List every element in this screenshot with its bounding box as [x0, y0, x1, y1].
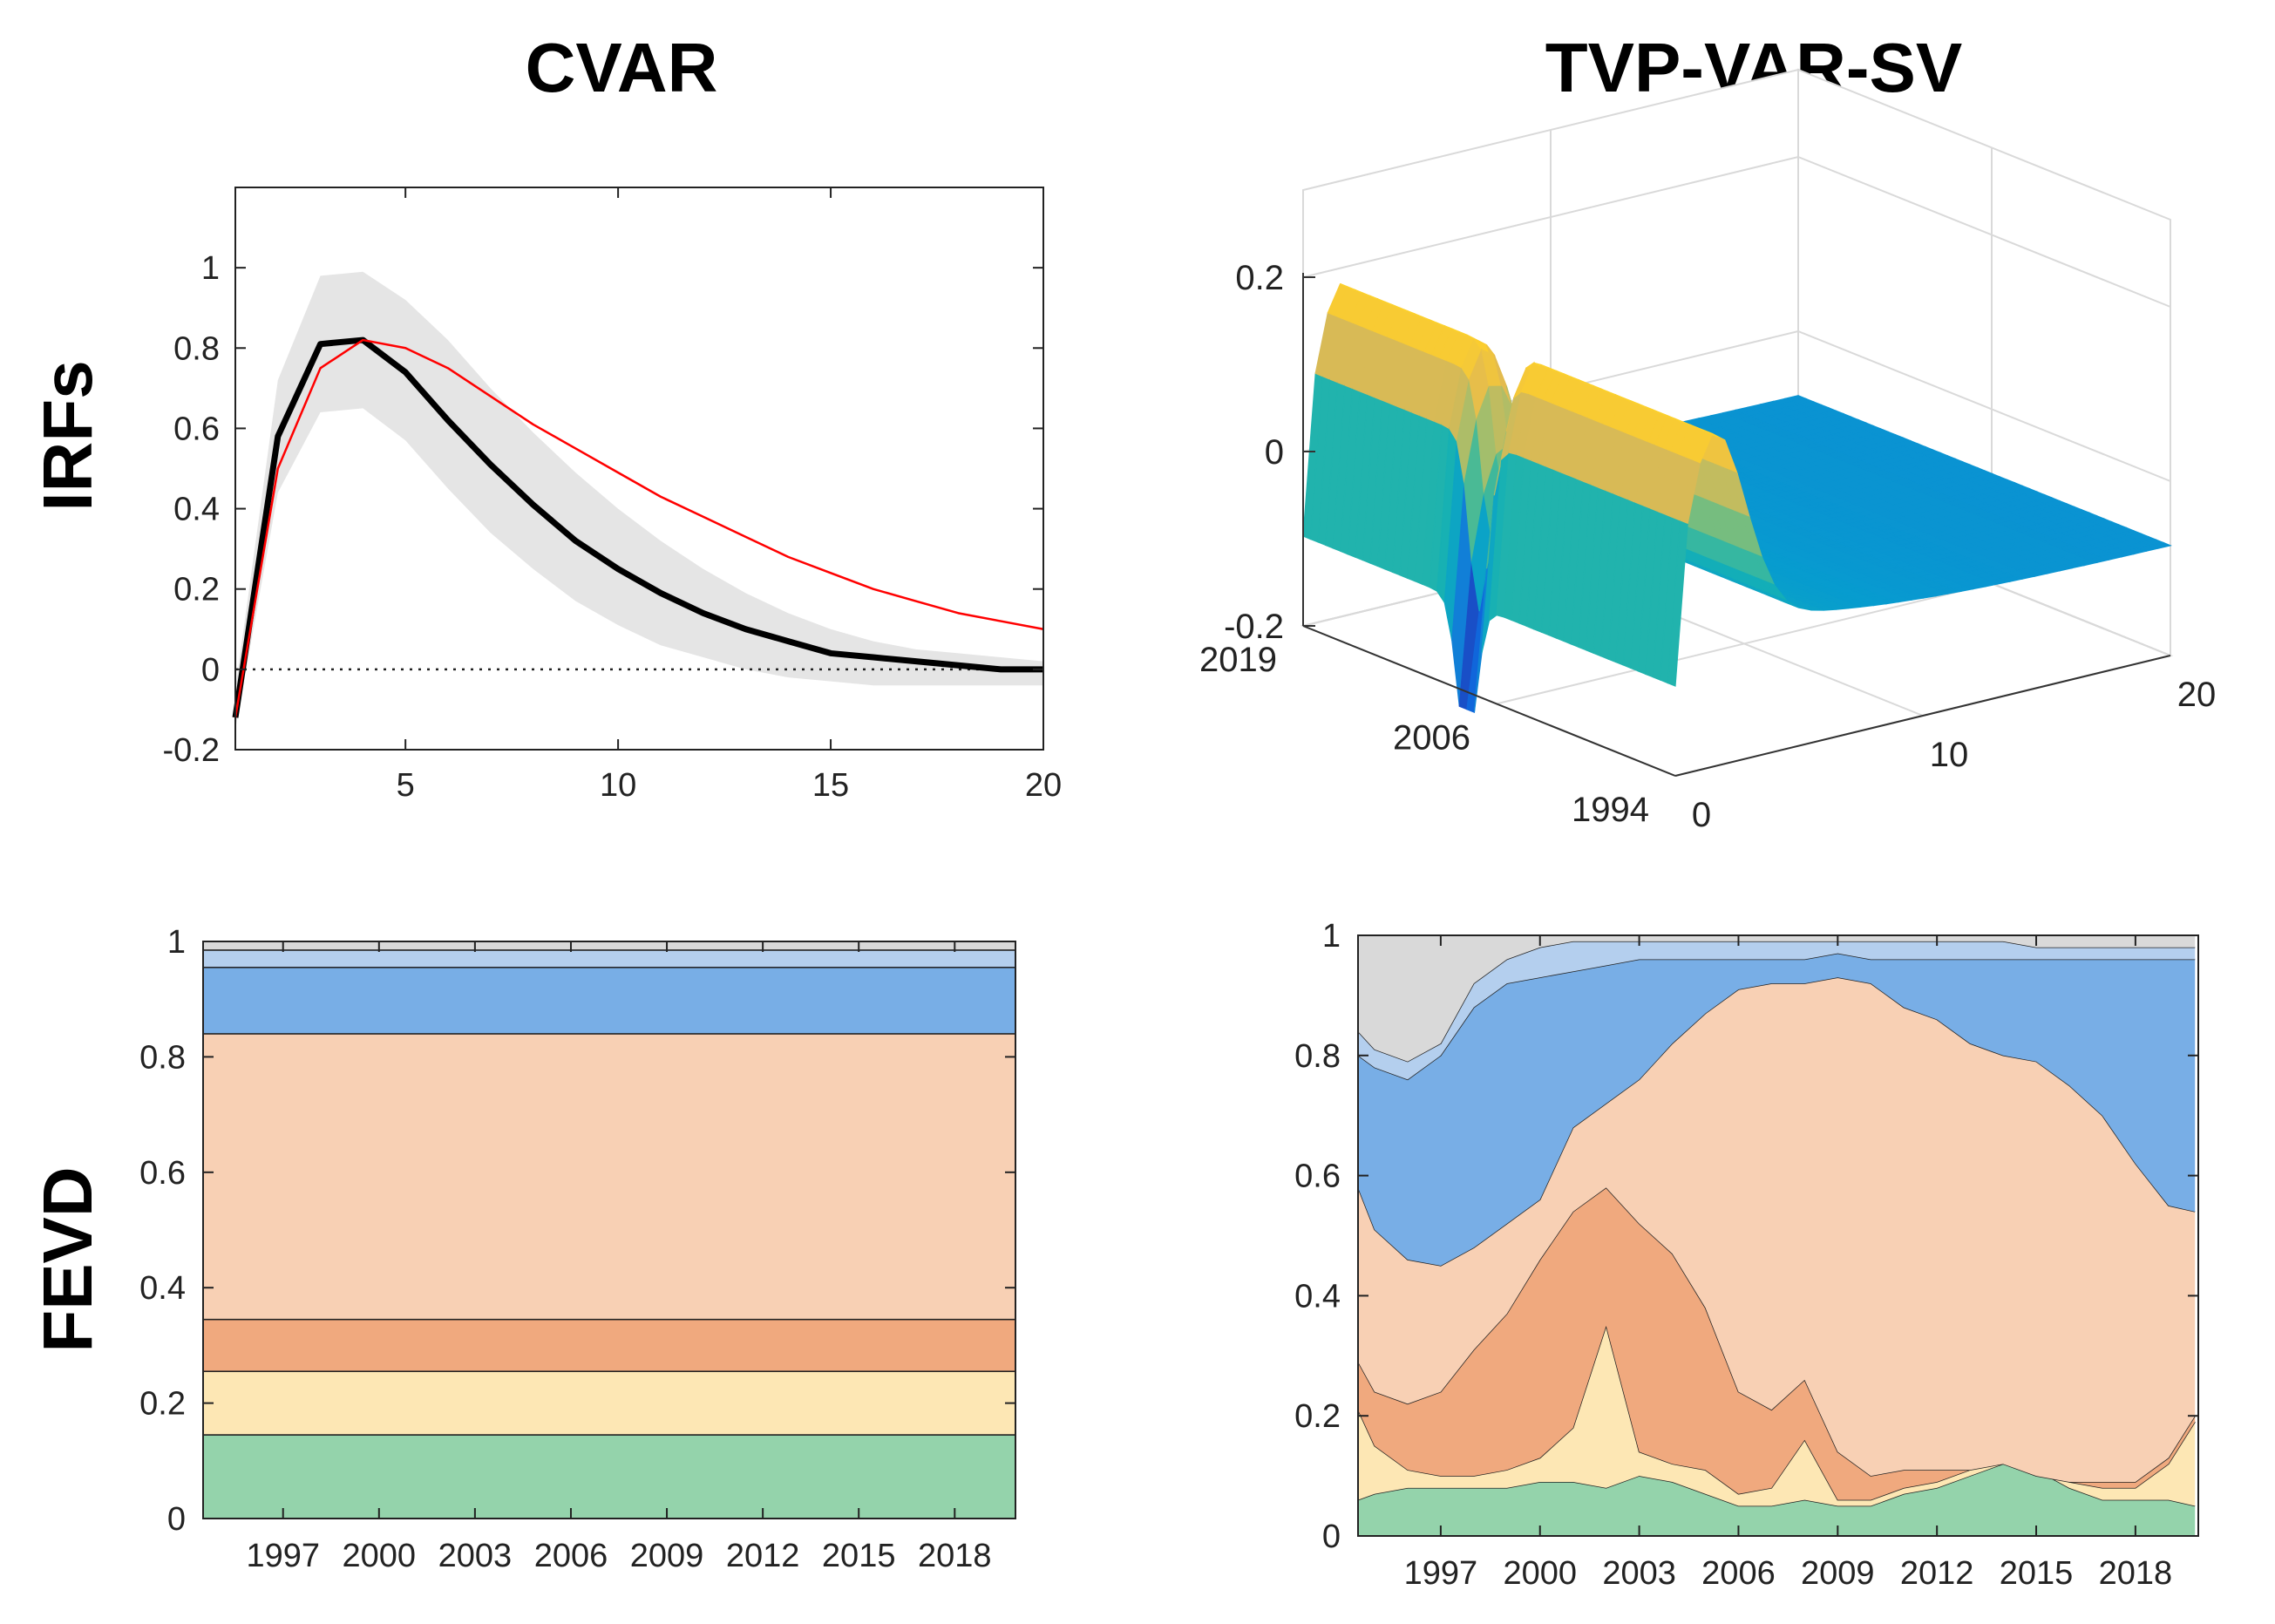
y-tick-label: 0.8: [1294, 1038, 1341, 1075]
z-tick-label: 0.2: [1235, 259, 1284, 297]
fevd-area: [1358, 941, 2196, 1080]
y-tick-label: 0: [167, 1501, 186, 1538]
x-tick-label: 5: [397, 767, 415, 804]
fevd-band: [202, 941, 1016, 951]
y-tick-label: 1: [167, 924, 186, 961]
fevd-band: [202, 949, 1016, 968]
y-tick-label: 0.2: [173, 572, 220, 608]
fevd-area: [1358, 977, 2196, 1482]
y-tick-label: 0.6: [139, 1155, 186, 1192]
fevd-band: [202, 1370, 1016, 1436]
fevd-area: [1358, 935, 2196, 1062]
horizon-tick-label: 20: [2177, 676, 2217, 714]
horizon-axis: [1674, 655, 2171, 777]
y-tick-label: 0.4: [1294, 1278, 1341, 1315]
surface-patch: [2149, 541, 2172, 549]
horizon-tick-label: 0: [1692, 796, 1711, 834]
year-tick-label: 1994: [1572, 791, 1649, 829]
red-irf-line: [234, 338, 1044, 718]
y-tick-label: 0.2: [139, 1386, 186, 1423]
irfs-row-label: IRFs: [29, 360, 106, 511]
y-tick-label: 1: [201, 250, 220, 287]
cvar-title: CVAR: [526, 29, 718, 106]
x-tick-label: 15: [812, 767, 849, 804]
cvar-irf-line: [232, 336, 1043, 718]
x-tick-label: 2000: [1503, 1555, 1577, 1592]
tvp-fevd-chart: 0 0.2 0.4 0.6 0.8 1 1997 2000 2003 2006 2009 2012 20…: [1294, 918, 2199, 1592]
x-tick-label: 2009: [1801, 1555, 1875, 1592]
z-tick-label: -0.2: [1224, 608, 1284, 646]
y-tick-label: 0.4: [173, 492, 220, 528]
year-tick-label: 2006: [1393, 718, 1470, 757]
fevd-band: [202, 1318, 1016, 1372]
fevd-area: [1358, 1187, 2196, 1500]
confidence-band: [235, 271, 1043, 730]
fevd-area: [1358, 1325, 2196, 1506]
x-tick-label: 2009: [630, 1538, 704, 1574]
y-tick-label: 0.6: [173, 411, 220, 447]
year-axis: [1302, 625, 1676, 777]
x-tick-label: 1997: [1404, 1555, 1478, 1592]
plot-frame: [234, 187, 1044, 751]
horizon-tick-label: 10: [1930, 736, 1969, 774]
irf-surface: [1302, 282, 2172, 713]
fevd-area: [1358, 953, 2196, 1266]
cvar-fevd-chart: 0 0.2 0.4 0.6 0.8 1 1997 2000 2003 2006 2009 2012 20…: [139, 924, 1016, 1574]
y-tick-label: 1: [1322, 918, 1341, 955]
y-tick-label: 0.2: [1294, 1398, 1341, 1435]
cvar-irf-chart: -0.200.20.40.60.815 10 15 20: [163, 187, 1062, 804]
x-tick-label: 2012: [1900, 1555, 1974, 1592]
x-tick-label: 2012: [726, 1538, 800, 1574]
y-tick-label: -0.2: [163, 732, 220, 769]
y-tick-label: 0: [1322, 1519, 1341, 1555]
fevd-band: [202, 1033, 1016, 1321]
x-tick-label: 2003: [1602, 1555, 1676, 1592]
x-tick-label: 1997: [246, 1538, 320, 1574]
plot-frame: [1357, 934, 2199, 1537]
x-tick-label: 2003: [438, 1538, 513, 1574]
y-tick-label: 0.4: [139, 1270, 186, 1307]
plot-frame: [202, 941, 1016, 1519]
y-tick-label: 0: [201, 652, 220, 689]
x-tick-label: 2006: [534, 1538, 608, 1574]
x-tick-label: 10: [600, 767, 636, 804]
x-tick-label: 2015: [2000, 1555, 2074, 1592]
x-tick-label: 20: [1025, 767, 1062, 804]
y-tick-label: 0.8: [173, 330, 220, 367]
fevd-band: [202, 1434, 1016, 1519]
year-tick-label: 2019: [1199, 641, 1277, 679]
x-tick-label: 2018: [918, 1538, 992, 1574]
y-tick-label: 0.8: [139, 1039, 186, 1076]
z-tick-label: 0: [1265, 433, 1284, 472]
y-tick-label: 0.6: [1294, 1159, 1341, 1195]
x-tick-label: 2000: [343, 1538, 417, 1574]
fevd-row-label: FEVD: [29, 1166, 106, 1352]
fevd-band: [202, 967, 1016, 1035]
x-tick-label: 2015: [822, 1538, 896, 1574]
x-tick-label: 2018: [2099, 1555, 2173, 1592]
tvp-irf-surface-chart: -0.2 0 0.2 1994 2006 2019 0 10 20: [1199, 68, 2217, 834]
x-tick-label: 2006: [1701, 1555, 1776, 1592]
